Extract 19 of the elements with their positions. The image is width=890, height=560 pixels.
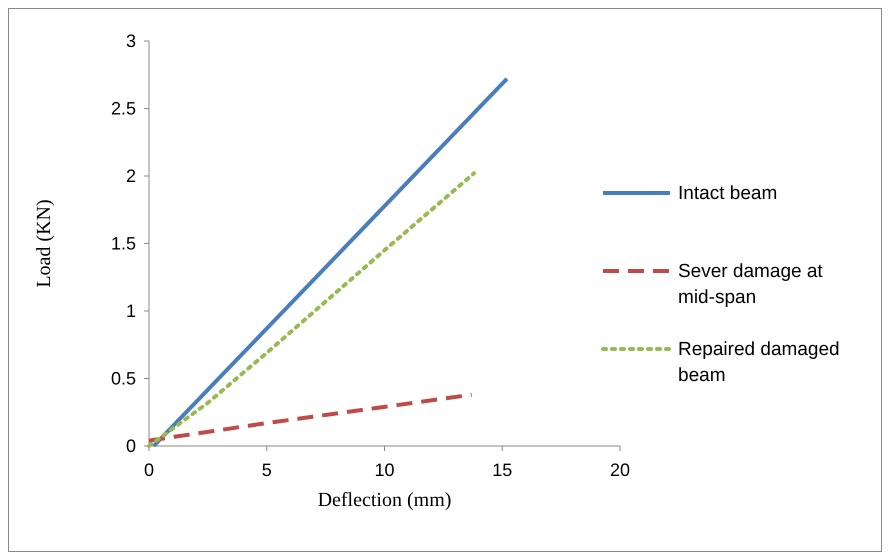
y-tick-label: 3 — [126, 31, 136, 51]
x-tick-label: 10 — [374, 460, 395, 480]
y-tick-label: 0.5 — [110, 368, 136, 388]
x-tick-label: 15 — [492, 460, 512, 480]
y-tick-label: 1 — [126, 301, 136, 321]
legend-label: Sever damage at mid-span — [678, 261, 824, 308]
y-tick-label: 2 — [126, 166, 136, 186]
y-axis-title: Load (KN) — [33, 199, 55, 288]
x-tick-label: 20 — [610, 460, 630, 480]
y-tick-label: 1.5 — [110, 234, 136, 254]
y-tick-label: 2.5 — [110, 98, 136, 118]
line-series — [147, 171, 476, 448]
legend-label: Intact beam — [678, 183, 778, 204]
y-tick-label: 0 — [126, 436, 136, 456]
x-tick-label: 5 — [262, 460, 272, 480]
x-tick-label: 0 — [144, 460, 154, 480]
line-series — [147, 392, 474, 443]
legend-label: Repaired damaged beam — [678, 339, 840, 386]
x-axis-title: Deflection (mm) — [318, 489, 452, 511]
